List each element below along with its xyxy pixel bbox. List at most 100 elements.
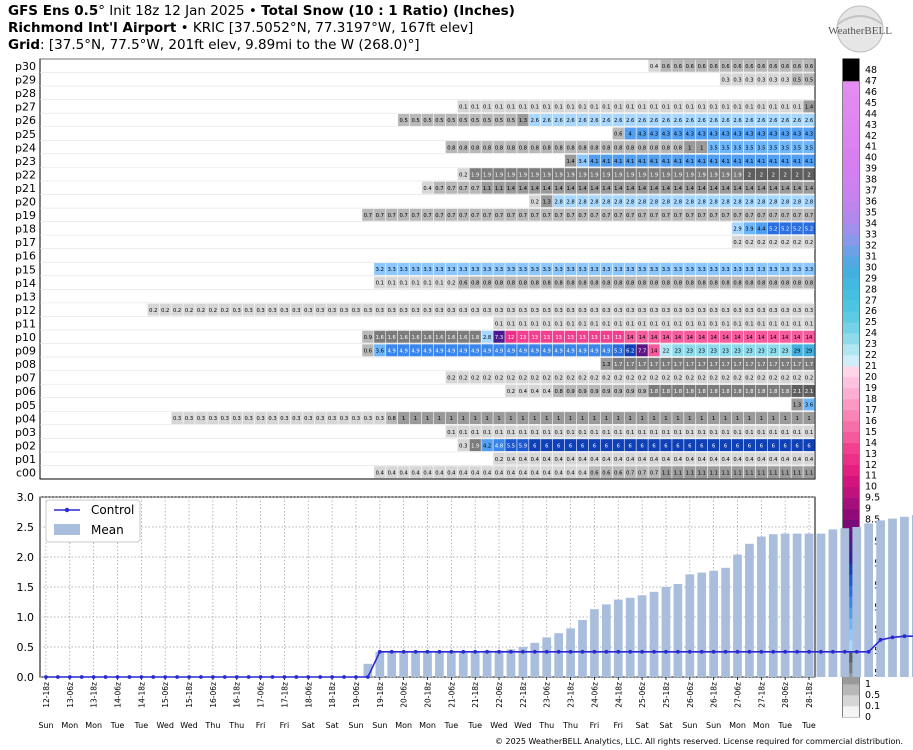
- cell-p09: [564, 344, 577, 357]
- cell-value-p15: 3.3: [650, 267, 658, 273]
- cell-p22: [672, 168, 684, 181]
- cell-p02: [600, 439, 613, 452]
- cell-value-p02: 6: [712, 443, 715, 449]
- cell-p08: [660, 357, 672, 370]
- colorbar-label: 45: [865, 98, 877, 109]
- cell-p10: [684, 330, 696, 343]
- cell-value-p12: 0.3: [256, 308, 264, 314]
- cell-value-p06: 0.4: [531, 389, 540, 395]
- control-point: [819, 649, 823, 654]
- cell-p27: [469, 100, 481, 113]
- cell-p24: [672, 141, 684, 154]
- cell-value-p20: 2.8: [793, 199, 801, 205]
- control-point: [890, 635, 895, 640]
- cell-value-p01: 0.4: [531, 457, 540, 463]
- cell-p23: [636, 154, 648, 167]
- colorbar-swatch: [843, 190, 859, 202]
- control-point: [425, 649, 430, 654]
- colorbar-swatch: [843, 695, 859, 707]
- cell-value-p01: 0.4: [698, 457, 707, 463]
- mean-bar: [494, 650, 504, 677]
- mean-bar: [792, 533, 802, 677]
- cell-p10: [409, 330, 422, 343]
- cell-p10: [433, 330, 446, 343]
- cell-p01: [505, 452, 517, 465]
- cell-p02: [457, 439, 469, 452]
- cell-value-p15: 3.3: [578, 267, 586, 273]
- cell-p02: [779, 439, 791, 452]
- colorbar-swatch: [843, 388, 859, 400]
- cell-p03: [696, 425, 708, 438]
- cell-p14: [660, 276, 672, 289]
- cell-value-c00: 0.4: [495, 470, 504, 476]
- cell-value-p24: 3.5: [710, 145, 718, 151]
- cell-value-p25: 4: [629, 132, 633, 138]
- cell-p26: [803, 113, 815, 126]
- cell-p06: [731, 384, 744, 397]
- cell-value-p22: 1.9: [698, 172, 706, 178]
- cell-p04: [397, 412, 410, 425]
- cell-value-p04: 0.3: [352, 416, 360, 422]
- cell-value-p30: 0.6: [793, 64, 801, 70]
- cell-value-p29: 0.3: [721, 78, 729, 84]
- cell-value-p21: 1.4: [721, 186, 730, 192]
- cell-value-p10: 14: [627, 335, 634, 341]
- cell-p30: [767, 59, 779, 72]
- cell-value-p06: 0.4: [543, 389, 552, 395]
- cell-value-p23: 4.1: [733, 159, 741, 165]
- cell-value-p26: 2.6: [769, 118, 777, 124]
- cell-value-p20: 2.8: [781, 199, 789, 205]
- cell-value-p11: 0.1: [793, 321, 801, 327]
- cell-p03: [493, 425, 505, 438]
- member-label-p11: p11: [15, 317, 36, 330]
- colorbar-label: 43: [865, 120, 877, 131]
- cell-value-p23: 1.4: [566, 159, 575, 165]
- cell-p15: [731, 263, 744, 275]
- cell-value-p12: 0.2: [173, 308, 181, 314]
- cell-value-c00: 0.4: [423, 470, 432, 476]
- cell-p10: [481, 330, 493, 343]
- cell-value-p11: 0.1: [650, 321, 658, 327]
- cell-value-p17: 0.2: [745, 240, 753, 246]
- cell-p26: [541, 113, 553, 126]
- colorbar-label: 29: [865, 273, 877, 284]
- cell-value-p12: 0.3: [566, 308, 574, 314]
- cell-p05: [791, 398, 803, 411]
- cell-p22: [469, 168, 481, 181]
- cell-p27: [672, 100, 684, 113]
- cell-value-p22: 1.9: [566, 172, 574, 178]
- cell-value-p22: 1.9: [507, 172, 515, 178]
- mean-bar: [649, 591, 659, 677]
- cell-p15: [374, 263, 386, 275]
- cell-p09: [600, 344, 613, 357]
- cell-value-p21: 1.4: [793, 186, 802, 192]
- cell-c00: [767, 466, 779, 479]
- cell-p11: [696, 317, 708, 330]
- cell-p27: [505, 100, 517, 113]
- cell-value-p03: 0.1: [590, 430, 598, 436]
- control-point: [842, 649, 847, 654]
- cell-p26: [457, 113, 469, 126]
- cell-p22: [517, 168, 529, 181]
- grid-label: Grid: [8, 37, 41, 53]
- cell-value-p10: 14: [651, 335, 658, 341]
- mean-bar: [888, 518, 897, 677]
- mean-bar: [900, 516, 909, 677]
- colorbar-swatch: [843, 234, 859, 246]
- cell-value-p04: 1: [521, 416, 524, 422]
- cell-value-p14: 0.8: [674, 281, 682, 287]
- colorbar-swatch: [843, 146, 859, 158]
- colorbar-swatch: [843, 530, 859, 542]
- cell-p02: [767, 439, 779, 452]
- cell-value-p15: 3.3: [483, 267, 491, 273]
- cell-value-p21: 1.4: [590, 186, 599, 192]
- cell-value-p06: 2.1: [793, 389, 801, 395]
- cell-value-p27: 0.1: [555, 105, 563, 111]
- cell-value-p12: 0.2: [209, 308, 217, 314]
- cell-p27: [612, 100, 624, 113]
- cell-value-p04: 1: [760, 416, 763, 422]
- cell-value-p20: 2.8: [602, 199, 610, 205]
- cell-value-p19: 0.7: [471, 213, 479, 219]
- cell-value-p20: 2.8: [578, 199, 586, 205]
- copyright-notice: © 2025 WeatherBELL Analytics, LLC. All r…: [495, 737, 903, 746]
